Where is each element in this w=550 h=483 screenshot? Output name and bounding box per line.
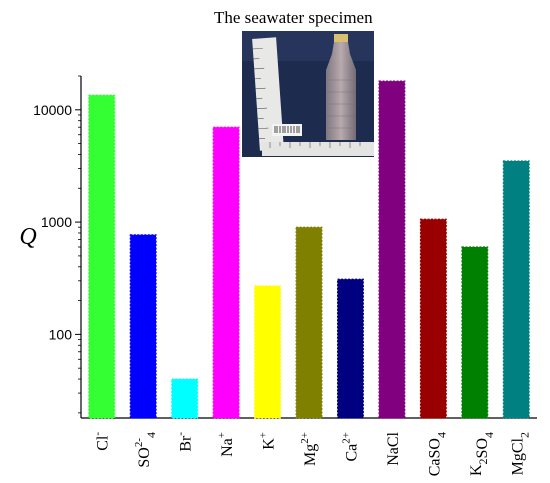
x-tick-label: Br- — [175, 432, 195, 452]
x-tick-label: SO2-4 — [133, 432, 158, 468]
x-tick-label: Na+ — [216, 432, 236, 457]
svg-text:Br-: Br- — [175, 432, 195, 452]
bar-3 — [212, 126, 240, 419]
svg-text:CaSO4: CaSO4 — [426, 432, 448, 476]
y-axis-label: Q — [19, 224, 36, 250]
seawater-specimen-photo — [242, 31, 374, 157]
y-tick-label: 10000 — [33, 102, 72, 118]
x-tick-label: K2SO4 — [468, 432, 496, 476]
svg-text:K+: K+ — [258, 432, 278, 450]
svg-text:K2SO4: K2SO4 — [468, 432, 496, 476]
bar-6 — [337, 278, 364, 419]
x-tick-label: K+ — [258, 432, 278, 450]
svg-text:Mg2+: Mg2+ — [299, 432, 319, 466]
bar-9 — [461, 246, 489, 419]
x-tick-label: MgCl2 — [509, 432, 531, 475]
bar-7 — [378, 80, 406, 419]
x-tick-label: CaSO4 — [426, 432, 448, 476]
bar-1 — [129, 234, 157, 419]
bar-0 — [88, 94, 116, 419]
x-tick-label: NaCl — [385, 431, 402, 465]
x-tick-label: Mg2+ — [299, 432, 319, 466]
bar-4 — [254, 285, 281, 419]
bar-8 — [419, 218, 447, 419]
svg-text:SO2-4: SO2-4 — [133, 432, 158, 468]
bar-5 — [295, 226, 323, 419]
svg-text:Cl-: Cl- — [92, 432, 112, 451]
svg-text:Na+: Na+ — [216, 432, 236, 457]
y-tick-label: 100 — [49, 326, 73, 342]
inset-photo-title: The seawater specimen — [214, 8, 373, 27]
bar-2 — [171, 378, 199, 419]
y-tick-label: 1000 — [41, 214, 72, 230]
bar-10 — [502, 160, 530, 419]
svg-text:Ca2+: Ca2+ — [340, 432, 360, 462]
x-tick-label: Ca2+ — [340, 432, 360, 462]
svg-text:MgCl2: MgCl2 — [509, 432, 531, 475]
x-tick-label: Cl- — [92, 432, 112, 451]
svg-text:NaCl: NaCl — [385, 431, 402, 465]
